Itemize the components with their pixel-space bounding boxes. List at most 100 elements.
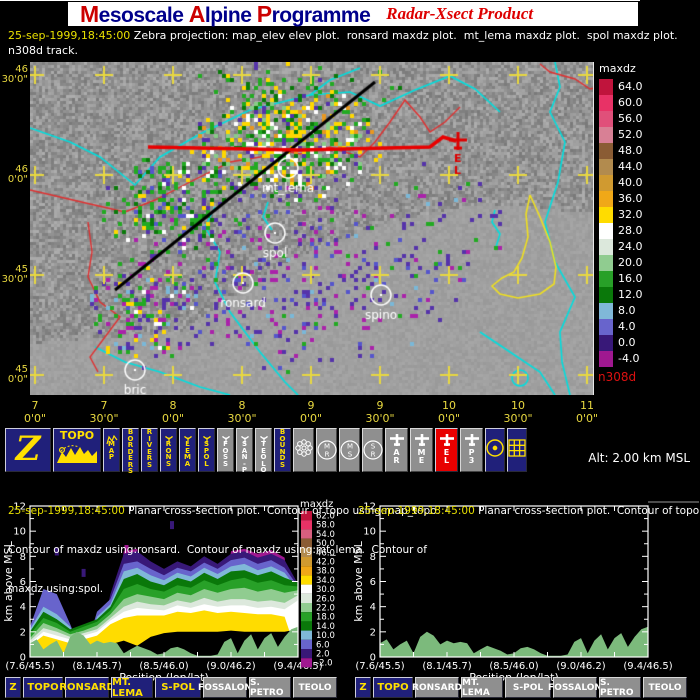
antenna-icon — [221, 430, 231, 444]
app-title: Mesoscale Alpine Programme — [80, 0, 371, 27]
svg-text:30.0: 30.0 — [316, 585, 335, 595]
field-toggle-mt-lema[interactable]: MT. LEMA — [461, 677, 503, 698]
lon-label: 8 0'0" — [161, 399, 185, 425]
scale-swatch — [599, 319, 613, 335]
svg-text:58.0: 58.0 — [316, 521, 335, 531]
svg-text:M: M — [346, 443, 352, 451]
toolbar-button-target[interactable] — [485, 428, 505, 472]
svg-text:26.0: 26.0 — [316, 594, 335, 604]
scale-value: 60.0 — [618, 96, 643, 109]
map-view[interactable] — [30, 62, 593, 395]
svg-text:0: 0 — [370, 653, 376, 664]
status-line-2: n308d track. — [8, 44, 78, 57]
scale-swatch — [599, 207, 613, 223]
field-toggle-s-petro[interactable]: S. PETRO — [599, 677, 641, 698]
scale-value: 8.0 — [618, 304, 636, 317]
field-toggle-topo[interactable]: TOPO — [23, 677, 63, 698]
product-title: Radar-Xsect Product — [386, 4, 534, 23]
field-toggle-ronsard[interactable]: RONSARD — [59, 677, 115, 698]
field-toggle-topo[interactable]: TOPO — [373, 677, 413, 698]
scale-swatch — [599, 143, 613, 159]
field-toggle-z[interactable]: Z — [5, 677, 21, 698]
svg-text:8: 8 — [20, 552, 26, 563]
antenna-icon — [259, 430, 269, 444]
scale-swatch — [599, 191, 613, 207]
field-toggle-fossalon[interactable]: FOSSALON — [548, 677, 602, 698]
antenna-icon — [164, 430, 174, 444]
svg-text:46.0: 46.0 — [316, 548, 335, 558]
svg-text:6.0: 6.0 — [316, 640, 330, 650]
antenna-icon — [240, 430, 250, 444]
field-toggle-s-petro[interactable]: S. PETRO — [249, 677, 291, 698]
svg-text:2: 2 — [370, 627, 376, 638]
scale-value: 40.0 — [618, 176, 643, 189]
svg-text:(8.5/46.0): (8.5/46.0) — [139, 661, 188, 672]
left-xsect-desc1: Planar cross-section plot. Contour of to… — [124, 505, 440, 517]
toolbar-button-zebra[interactable]: Z — [5, 428, 51, 472]
lon-label: 7 30'0" — [89, 399, 119, 425]
timestamp: 25-sep-1999,18:45:00 — [8, 29, 131, 42]
color-scale-title: maxdz — [599, 62, 636, 75]
topo-map-icon — [57, 443, 97, 463]
lon-label: 8 30'0" — [227, 399, 257, 425]
field-toggle-mt-lema[interactable]: MT. LEMA — [111, 677, 153, 699]
svg-text:4: 4 — [20, 602, 26, 613]
toolbar-button-grid[interactable] — [507, 428, 527, 472]
field-toggle-s-pol[interactable]: S-POL — [155, 677, 201, 698]
field-toggle-teolo[interactable]: TEOLO — [643, 677, 687, 698]
svg-text:(7.6/45.5): (7.6/45.5) — [355, 661, 404, 672]
scale-swatch — [599, 223, 613, 239]
status-line-1: 25-sep-1999,18:45:00 Zebra projection: m… — [8, 29, 678, 42]
field-toggle-teolo[interactable]: TEOLO — [293, 677, 337, 698]
toolbar-button-topo[interactable]: TOPO — [53, 428, 101, 472]
antenna-icon — [183, 430, 193, 444]
scale-value: 36.0 — [618, 192, 643, 205]
topo-label: TOPO — [59, 429, 95, 442]
svg-text:R: R — [324, 451, 329, 459]
left-xsect-desc3: maxdz using:spol. — [8, 583, 104, 595]
svg-text:km above MSL: km above MSL — [352, 540, 365, 621]
left-cross-section-plot: 0 2 4 6 8 10 12 (7.6/45.5) (8.1/45.7) (8.5/46.0) (… — [2, 499, 335, 684]
window-top-border — [0, 0, 640, 1]
svg-text:(8.1/45.7): (8.1/45.7) — [72, 661, 121, 672]
svg-text:6: 6 — [370, 577, 376, 588]
svg-text:M: M — [323, 443, 329, 451]
field-toggle-ronsard[interactable]: RONSARD — [412, 677, 462, 698]
svg-text:(9.0/46.2): (9.0/46.2) — [556, 661, 605, 672]
scale-swatch — [599, 287, 613, 303]
toolbar-button-scan[interactable] — [293, 428, 314, 472]
lon-label: 9 30'0" — [365, 399, 395, 425]
scale-value: 28.0 — [618, 224, 643, 237]
field-toggle-s-pol[interactable]: S-POL — [505, 677, 551, 698]
svg-text:S: S — [347, 451, 352, 459]
scale-value: 16.0 — [618, 272, 643, 285]
field-toggle-fossalon[interactable]: FOSSALON — [198, 677, 252, 698]
field-toggle-z[interactable]: Z — [355, 677, 371, 698]
lon-label: 10 0'0" — [437, 399, 461, 425]
map-icon — [105, 430, 118, 445]
aircraft-icon — [464, 432, 480, 447]
